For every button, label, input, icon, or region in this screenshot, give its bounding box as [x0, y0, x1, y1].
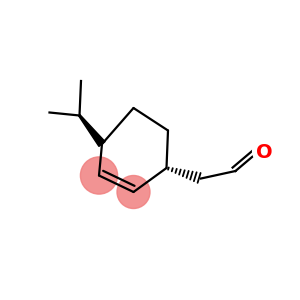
Polygon shape [79, 115, 105, 146]
Circle shape [253, 140, 275, 163]
Text: O: O [256, 142, 272, 162]
Circle shape [117, 176, 150, 208]
Circle shape [80, 157, 118, 194]
